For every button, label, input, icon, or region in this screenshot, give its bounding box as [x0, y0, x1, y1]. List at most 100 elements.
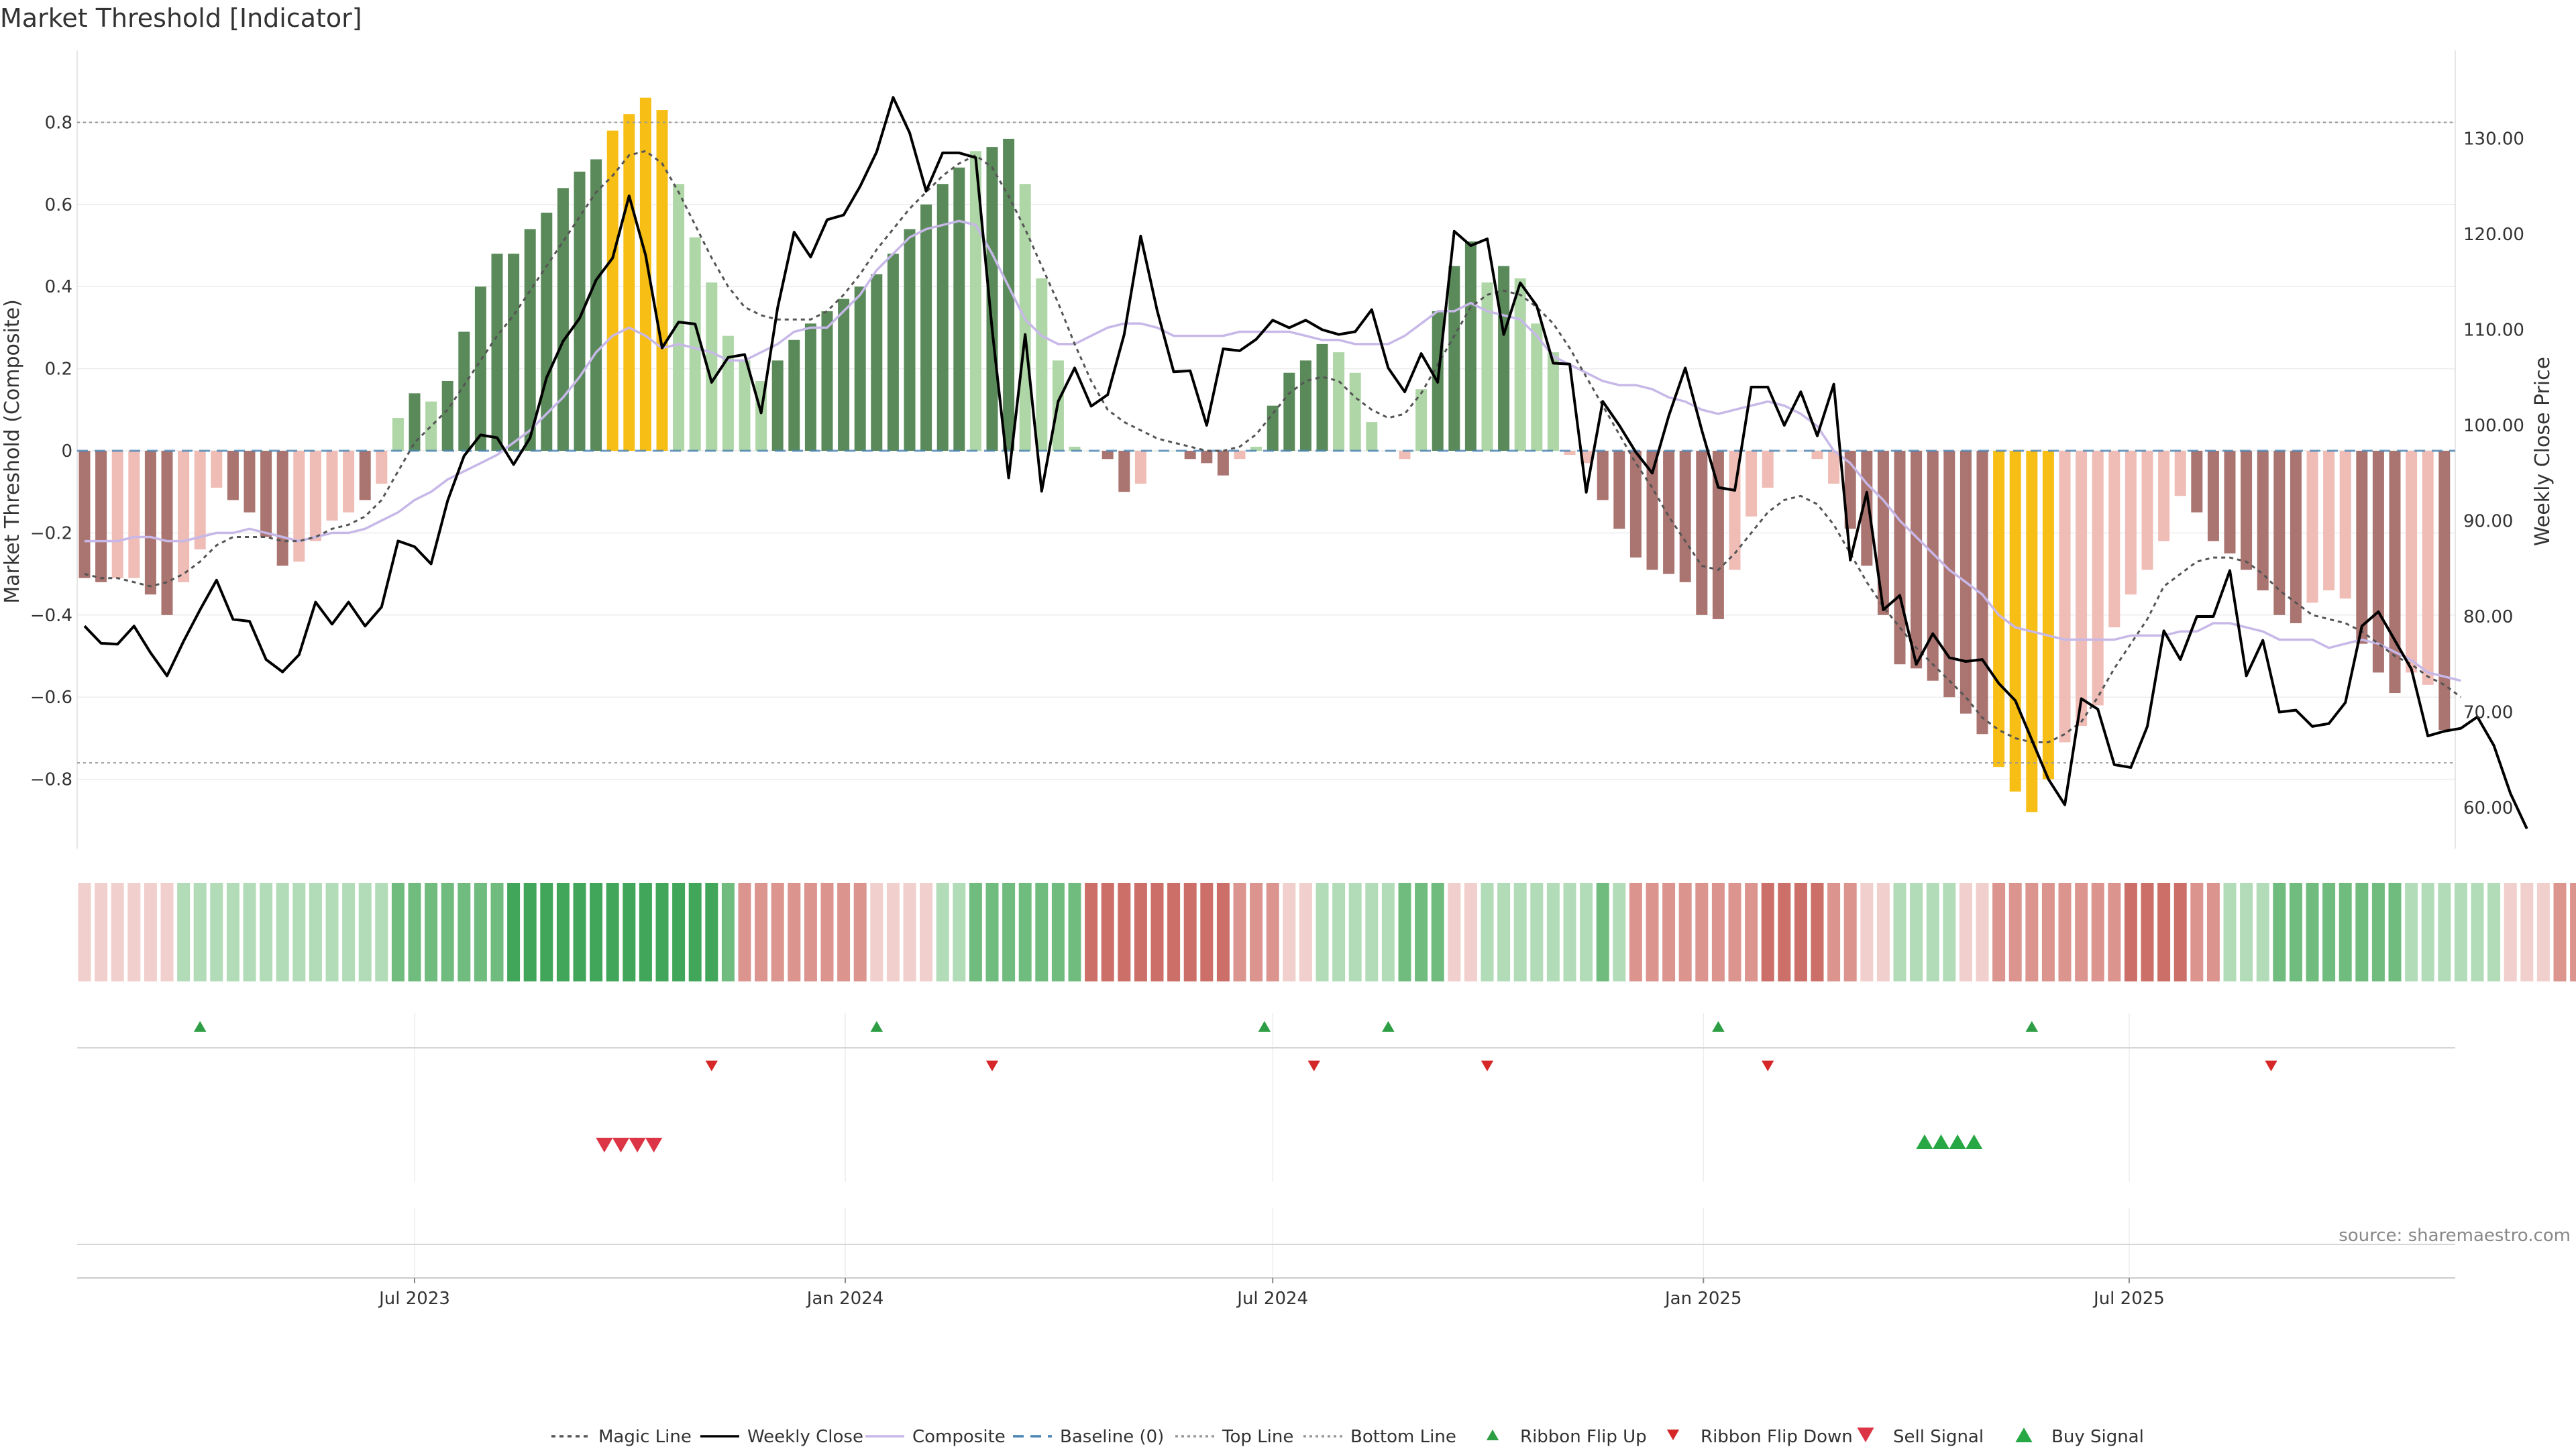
ribbon-cell: [1348, 883, 1362, 981]
threshold-bar: [1250, 446, 1263, 451]
y2-tick-label: 110.00: [2463, 321, 2524, 341]
ribbon-cell: [936, 883, 949, 981]
sell-signal-marker: [612, 1138, 630, 1152]
ribbon-cell: [2223, 883, 2237, 981]
ribbon-cell: [507, 883, 521, 981]
threshold-bar: [144, 451, 156, 595]
threshold-bar: [326, 451, 338, 521]
threshold-bar: [2356, 451, 2368, 644]
ribbon-cell: [1513, 883, 1527, 981]
ribbon-cell: [1497, 883, 1511, 981]
ribbon-cell: [2256, 883, 2269, 981]
ribbon-cell: [2124, 883, 2137, 981]
y-tick-label: −0.4: [30, 606, 72, 626]
threshold-bar: [871, 274, 883, 451]
ribbon-cell: [375, 883, 388, 981]
legend-swatch-marker: [1857, 1428, 1874, 1442]
ribbon-cell: [1910, 883, 1923, 981]
ribbon-cell: [2405, 883, 2418, 981]
y-tick-label: 0.4: [45, 277, 72, 297]
threshold-bar: [227, 451, 239, 500]
ribbon-cell: [2206, 883, 2220, 981]
ribbon-cell: [1992, 883, 2006, 981]
threshold-bar: [639, 97, 651, 451]
y-axis-left-ticks: 0.8 0.6 0.4 0.2 0 −0.2 −0.4 −0.6 −0.8: [30, 113, 72, 790]
ribbon-cell: [721, 883, 735, 981]
ribbon-cell: [672, 883, 686, 981]
y-tick-label: 0.8: [45, 113, 72, 133]
threshold-bar: [309, 451, 321, 541]
threshold-bar: [1629, 451, 1642, 558]
ribbon-cell: [1183, 883, 1197, 981]
magic-line: [84, 150, 2462, 743]
ribbon-cell: [1167, 883, 1181, 981]
ribbon-cell: [853, 883, 867, 981]
ribbon-cell: [1926, 883, 1939, 981]
ribbon-cell: [358, 883, 372, 981]
ribbon-cell: [1381, 883, 1395, 981]
threshold-bar: [788, 339, 800, 451]
ribbon-cell: [2306, 883, 2319, 981]
threshold-bar: [524, 229, 536, 451]
threshold-bar: [1927, 451, 1939, 681]
threshold-bar: [590, 159, 602, 451]
ribbon-cell: [639, 883, 652, 981]
ribbon-cell: [1051, 883, 1065, 981]
threshold-bar: [722, 335, 734, 451]
ribbon-cell: [2487, 883, 2501, 981]
threshold-bar: [1613, 451, 1625, 529]
ribbon-cell: [1365, 883, 1379, 981]
ribbon-cell: [193, 883, 207, 981]
threshold-bar: [1762, 451, 1774, 488]
threshold-bar: [1531, 323, 1543, 451]
threshold-bar: [343, 451, 355, 513]
threshold-bar: [623, 114, 635, 451]
threshold-bar: [425, 401, 437, 451]
legend-item: Baseline (0): [1013, 1427, 1164, 1447]
ribbon-cell: [1035, 883, 1049, 981]
ribbon-cell: [2454, 883, 2467, 981]
legend-item: Magic Line: [551, 1427, 692, 1447]
threshold-bar: [2406, 451, 2418, 673]
threshold-bar: [706, 282, 718, 451]
ribbon-cell: [1448, 883, 1461, 981]
ribbon-cell: [226, 883, 239, 981]
threshold-bar: [2092, 451, 2104, 706]
threshold-bar: [2389, 451, 2401, 694]
threshold-bar: [2241, 451, 2253, 570]
ribbon-cell: [540, 883, 553, 981]
ribbon-cell: [1464, 883, 1477, 981]
threshold-bar: [771, 360, 784, 451]
threshold-bar: [1911, 451, 1923, 669]
threshold-bar: [78, 451, 91, 578]
threshold-bar: [376, 451, 388, 484]
ribbon-flip-down-marker: [2265, 1061, 2277, 1071]
threshold-bar: [1498, 266, 1510, 451]
ribbon-cell: [144, 883, 157, 981]
x-tick-label: Jul 2025: [2092, 1289, 2165, 1309]
threshold-bar: [1481, 282, 1493, 451]
threshold-bar: [276, 451, 288, 566]
threshold-bar: [409, 393, 421, 451]
threshold-bar: [2009, 451, 2021, 792]
threshold-bar: [161, 451, 173, 615]
threshold-bar: [1349, 372, 1361, 451]
ribbon-cell: [2289, 883, 2302, 981]
ribbon-cell: [1959, 883, 1972, 981]
threshold-bar: [969, 151, 981, 451]
y-tick-label: 0: [61, 441, 72, 462]
ribbon-cell: [1893, 883, 1907, 981]
threshold-bar: [1333, 352, 1345, 451]
ribbon-flip-down-marker: [985, 1061, 999, 1071]
ribbon-flip-up-marker: [870, 1021, 883, 1032]
threshold-bar: [2290, 451, 2302, 624]
buy-signal-marker: [1966, 1134, 1983, 1149]
buy-signal-marker: [1949, 1134, 1966, 1149]
ribbon-cell: [2190, 883, 2204, 981]
ribbon-cell: [606, 883, 619, 981]
ribbon-cell: [1860, 883, 1874, 981]
threshold-bar: [1234, 451, 1246, 460]
threshold-bar: [1547, 352, 1559, 451]
threshold-bar: [2372, 451, 2384, 673]
ribbon-cell: [920, 883, 933, 981]
